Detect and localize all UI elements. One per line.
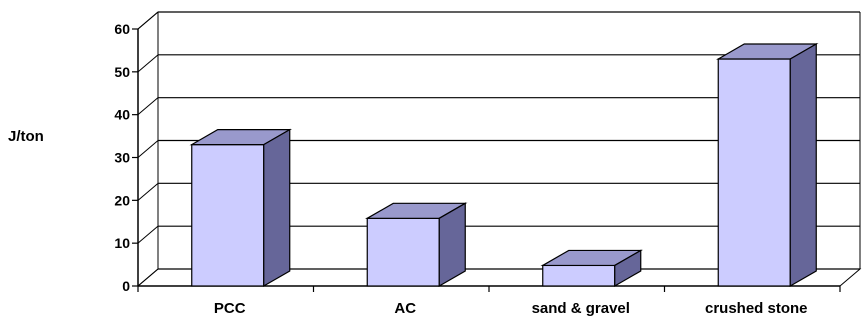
back-wall-top <box>137 11 860 30</box>
y-tick-label: 30 <box>114 150 130 166</box>
gridline-side <box>137 182 159 201</box>
gridline-side <box>137 54 159 73</box>
bar <box>716 42 819 288</box>
bar-front <box>717 58 791 287</box>
bar <box>540 249 643 288</box>
bar-front <box>366 217 440 287</box>
x-tick-labels: PCC AC sand & gravel crushed stone <box>214 300 808 317</box>
y-tick-labels: 0 10 20 30 40 50 60 <box>114 21 130 294</box>
bar-side <box>438 202 466 288</box>
bar-side <box>614 249 642 288</box>
bar <box>365 202 468 288</box>
bar <box>189 128 292 288</box>
gridline-side <box>137 140 159 158</box>
y-tick-label: 60 <box>114 21 130 37</box>
gridline-side <box>137 11 159 30</box>
gridline-side <box>137 225 159 244</box>
bar-side <box>263 128 291 288</box>
x-tick-label: sand & gravel <box>532 300 630 317</box>
x-tick-label: crushed stone <box>705 300 808 317</box>
y-axis-title: J/ton <box>8 128 44 145</box>
bar-front <box>191 144 265 287</box>
bars <box>189 42 819 288</box>
bar-side <box>789 42 817 288</box>
y-tick-label: 50 <box>114 64 130 80</box>
y-tick-label: 0 <box>122 278 130 294</box>
y-tick-label: 40 <box>114 107 130 123</box>
x-tick-label: PCC <box>214 300 246 317</box>
gridline-side <box>137 268 159 287</box>
x-tick-label: AC <box>394 300 416 317</box>
y-tick-label: 10 <box>114 235 130 251</box>
y-tick-label: 20 <box>114 192 130 208</box>
gridline-side <box>137 97 159 116</box>
bar-front <box>542 264 616 287</box>
